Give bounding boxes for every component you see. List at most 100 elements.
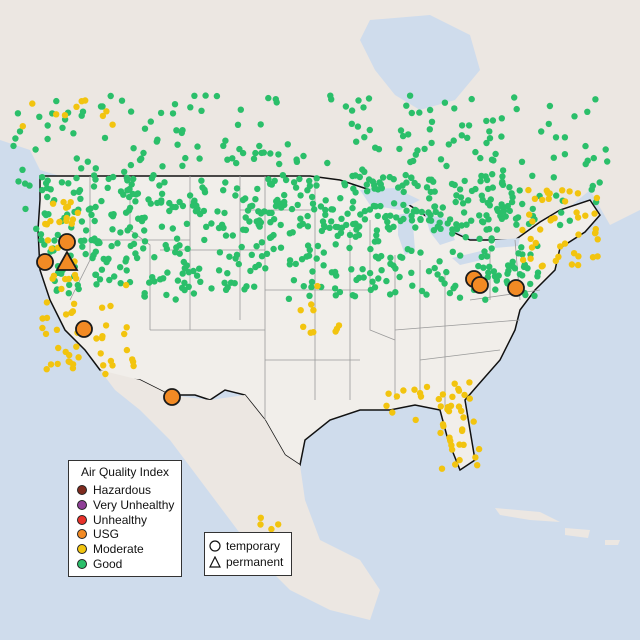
good-station-marker[interactable] — [396, 273, 403, 281]
good-station-marker[interactable] — [318, 227, 326, 235]
good-station-marker[interactable] — [480, 264, 487, 271]
moderate-station-marker[interactable] — [98, 304, 106, 311]
usg-permanent-marker[interactable] — [55, 250, 79, 271]
good-station-marker[interactable] — [486, 202, 493, 209]
good-station-marker[interactable] — [179, 270, 186, 277]
good-station-marker[interactable] — [483, 212, 490, 219]
good-station-marker[interactable] — [328, 218, 335, 225]
usg-temporary-marker[interactable] — [75, 320, 93, 338]
good-station-marker[interactable] — [414, 147, 421, 154]
good-station-marker[interactable] — [281, 191, 288, 199]
good-station-marker[interactable] — [196, 155, 203, 162]
moderate-station-marker[interactable] — [546, 190, 553, 197]
good-station-marker[interactable] — [237, 106, 244, 113]
good-station-marker[interactable] — [65, 180, 72, 187]
good-station-marker[interactable] — [70, 189, 78, 196]
good-station-marker[interactable] — [390, 200, 398, 207]
moderate-station-marker[interactable] — [121, 330, 128, 338]
good-station-marker[interactable] — [216, 249, 224, 256]
good-station-marker[interactable] — [90, 183, 98, 190]
good-station-marker[interactable] — [266, 234, 274, 241]
good-station-marker[interactable] — [101, 134, 109, 142]
good-station-marker[interactable] — [446, 216, 454, 223]
good-station-marker[interactable] — [105, 255, 112, 262]
good-station-marker[interactable] — [463, 221, 470, 228]
moderate-station-marker[interactable] — [459, 426, 466, 433]
good-station-marker[interactable] — [343, 221, 350, 229]
good-station-marker[interactable] — [181, 286, 188, 294]
good-station-marker[interactable] — [346, 244, 353, 252]
good-station-marker[interactable] — [425, 209, 432, 216]
moderate-station-marker[interactable] — [574, 190, 582, 197]
good-station-marker[interactable] — [331, 285, 339, 292]
good-station-marker[interactable] — [332, 292, 339, 299]
moderate-station-marker[interactable] — [129, 356, 136, 363]
good-station-marker[interactable] — [297, 215, 304, 222]
good-station-marker[interactable] — [497, 210, 504, 217]
good-station-marker[interactable] — [338, 215, 345, 222]
good-station-marker[interactable] — [582, 142, 589, 150]
good-station-marker[interactable] — [326, 224, 333, 231]
moderate-station-marker[interactable] — [123, 324, 130, 331]
moderate-station-marker[interactable] — [70, 300, 78, 307]
good-station-marker[interactable] — [529, 172, 536, 179]
good-station-marker[interactable] — [553, 192, 560, 199]
good-station-marker[interactable] — [337, 195, 344, 202]
good-station-marker[interactable] — [22, 205, 29, 213]
moderate-station-marker[interactable] — [100, 362, 107, 369]
good-station-marker[interactable] — [373, 232, 380, 239]
moderate-station-marker[interactable] — [466, 395, 473, 402]
good-station-marker[interactable] — [88, 211, 95, 218]
usg-temporary-marker[interactable] — [163, 388, 181, 406]
good-station-marker[interactable] — [78, 112, 85, 119]
moderate-station-marker[interactable] — [439, 391, 447, 398]
good-station-marker[interactable] — [306, 182, 314, 190]
moderate-station-marker[interactable] — [411, 386, 418, 393]
moderate-station-marker[interactable] — [400, 387, 407, 394]
moderate-station-marker[interactable] — [456, 456, 463, 464]
good-station-marker[interactable] — [397, 127, 405, 134]
good-station-marker[interactable] — [121, 168, 128, 175]
moderate-station-marker[interactable] — [268, 525, 275, 533]
good-station-marker[interactable] — [85, 206, 93, 213]
good-station-marker[interactable] — [589, 182, 596, 190]
good-station-marker[interactable] — [238, 243, 245, 251]
good-station-marker[interactable] — [303, 253, 310, 260]
good-station-marker[interactable] — [169, 225, 176, 232]
good-station-marker[interactable] — [417, 249, 424, 256]
good-station-marker[interactable] — [513, 105, 520, 113]
good-station-marker[interactable] — [355, 274, 363, 281]
good-station-marker[interactable] — [476, 212, 483, 219]
good-station-marker[interactable] — [434, 271, 441, 278]
good-station-marker[interactable] — [546, 102, 554, 110]
moderate-station-marker[interactable] — [65, 275, 73, 283]
moderate-station-marker[interactable] — [570, 250, 578, 257]
good-station-marker[interactable] — [15, 178, 22, 185]
good-station-marker[interactable] — [369, 278, 376, 285]
moderate-station-marker[interactable] — [43, 299, 51, 306]
good-station-marker[interactable] — [403, 102, 410, 109]
moderate-station-marker[interactable] — [74, 209, 82, 216]
good-station-marker[interactable] — [257, 121, 264, 128]
good-station-marker[interactable] — [91, 217, 98, 225]
good-station-marker[interactable] — [32, 146, 39, 153]
usg-temporary-marker[interactable] — [58, 233, 76, 251]
good-station-marker[interactable] — [98, 266, 106, 273]
good-station-marker[interactable] — [516, 271, 524, 278]
good-station-marker[interactable] — [84, 158, 92, 165]
good-station-marker[interactable] — [108, 211, 115, 218]
good-station-marker[interactable] — [352, 189, 359, 196]
moderate-station-marker[interactable] — [300, 323, 307, 330]
moderate-station-marker[interactable] — [50, 272, 58, 279]
good-station-marker[interactable] — [93, 281, 100, 288]
good-station-marker[interactable] — [157, 199, 165, 206]
moderate-station-marker[interactable] — [102, 370, 109, 378]
good-station-marker[interactable] — [516, 187, 523, 194]
good-station-marker[interactable] — [349, 204, 356, 212]
good-station-marker[interactable] — [296, 222, 304, 229]
good-station-marker[interactable] — [499, 167, 507, 174]
good-station-marker[interactable] — [492, 150, 499, 158]
good-station-marker[interactable] — [117, 229, 124, 236]
good-station-marker[interactable] — [449, 248, 456, 255]
good-station-marker[interactable] — [478, 172, 485, 180]
